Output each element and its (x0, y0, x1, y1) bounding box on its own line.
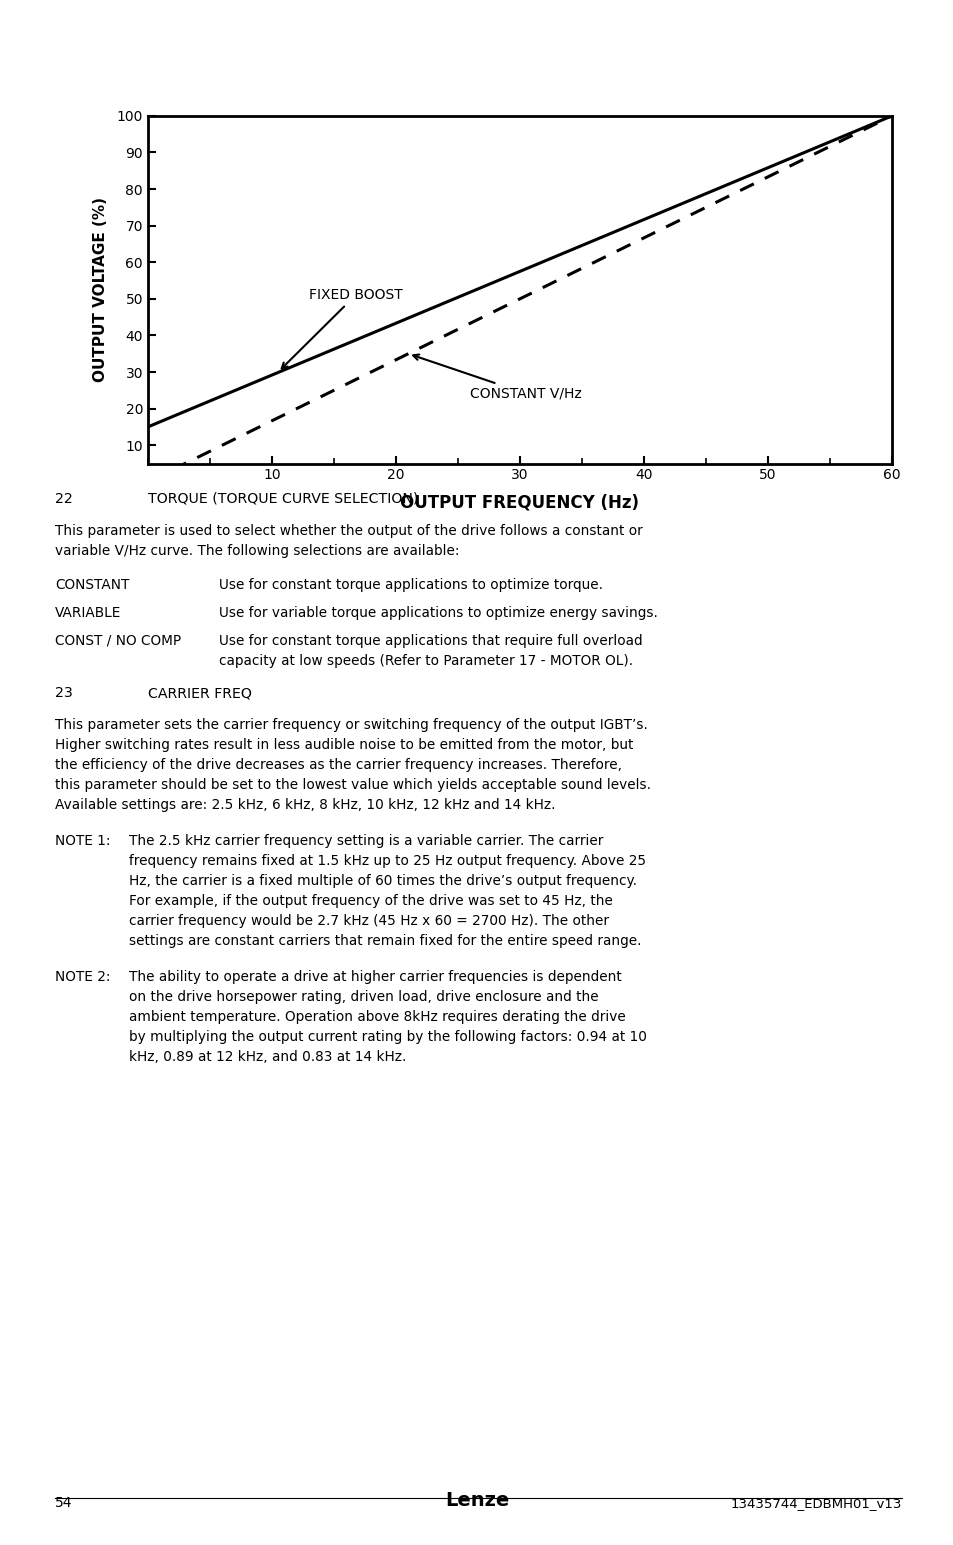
Text: settings are constant carriers that remain fixed for the entire speed range.: settings are constant carriers that rema… (129, 935, 640, 949)
X-axis label: OUTPUT FREQUENCY (Hz): OUTPUT FREQUENCY (Hz) (400, 493, 639, 511)
Text: This parameter is used to select whether the output of the drive follows a const: This parameter is used to select whether… (55, 524, 642, 538)
Text: kHz, 0.89 at 12 kHz, and 0.83 at 14 kHz.: kHz, 0.89 at 12 kHz, and 0.83 at 14 kHz. (129, 1051, 406, 1065)
Text: the efficiency of the drive decreases as the carrier frequency increases. Theref: the efficiency of the drive decreases as… (55, 759, 621, 772)
Text: Higher switching rates result in less audible noise to be emitted from the motor: Higher switching rates result in less au… (55, 739, 633, 752)
Text: This parameter sets the carrier frequency or switching frequency of the output I: This parameter sets the carrier frequenc… (55, 718, 647, 732)
Text: Use for variable torque applications to optimize energy savings.: Use for variable torque applications to … (219, 606, 658, 620)
Text: VARIABLE: VARIABLE (55, 606, 122, 620)
Text: variable V/Hz curve. The following selections are available:: variable V/Hz curve. The following selec… (55, 544, 459, 558)
Text: NOTE 1:: NOTE 1: (55, 834, 111, 848)
Text: For example, if the output frequency of the drive was set to 45 Hz, the: For example, if the output frequency of … (129, 895, 612, 908)
Text: The ability to operate a drive at higher carrier frequencies is dependent: The ability to operate a drive at higher… (129, 970, 621, 984)
Text: Use for constant torque applications to optimize torque.: Use for constant torque applications to … (219, 578, 603, 592)
Text: by multiplying the output current rating by the following factors: 0.94 at 10: by multiplying the output current rating… (129, 1031, 646, 1044)
Text: Available settings are: 2.5 kHz, 6 kHz, 8 kHz, 10 kHz, 12 kHz and 14 kHz.: Available settings are: 2.5 kHz, 6 kHz, … (55, 799, 556, 813)
Text: NOTE 2:: NOTE 2: (55, 970, 111, 984)
Text: FIXED BOOST: FIXED BOOST (281, 287, 402, 368)
Text: 54: 54 (55, 1496, 72, 1509)
Y-axis label: OUTPUT VOLTAGE (%): OUTPUT VOLTAGE (%) (93, 198, 109, 382)
Text: CONST / NO COMP: CONST / NO COMP (55, 633, 181, 647)
Text: Use for constant torque applications that require full overload: Use for constant torque applications tha… (219, 633, 642, 647)
Text: 22: 22 (55, 491, 73, 507)
Text: this parameter should be set to the lowest value which yields acceptable sound l: this parameter should be set to the lowe… (55, 779, 651, 793)
Text: TORQUE (TORQUE CURVE SELECTION): TORQUE (TORQUE CURVE SELECTION) (148, 491, 417, 507)
Text: 13435744_EDBMH01_v13: 13435744_EDBMH01_v13 (729, 1497, 901, 1509)
Text: on the drive horsepower rating, driven load, drive enclosure and the: on the drive horsepower rating, driven l… (129, 990, 598, 1004)
Text: CONSTANT: CONSTANT (55, 578, 130, 592)
Text: capacity at low speeds (Refer to Parameter 17 - MOTOR OL).: capacity at low speeds (Refer to Paramet… (219, 654, 633, 667)
Text: 23: 23 (55, 686, 73, 700)
Text: Lenze: Lenze (444, 1491, 509, 1509)
Text: ambient temperature. Operation above 8kHz requires derating the drive: ambient temperature. Operation above 8kH… (129, 1010, 625, 1024)
Text: frequency remains fixed at 1.5 kHz up to 25 Hz output frequency. Above 25: frequency remains fixed at 1.5 kHz up to… (129, 854, 645, 868)
Text: CARRIER FREQ: CARRIER FREQ (148, 686, 252, 700)
Text: carrier frequency would be 2.7 kHz (45 Hz x 60 = 2700 Hz). The other: carrier frequency would be 2.7 kHz (45 H… (129, 915, 608, 929)
Text: The 2.5 kHz carrier frequency setting is a variable carrier. The carrier: The 2.5 kHz carrier frequency setting is… (129, 834, 602, 848)
Text: Hz, the carrier is a fixed multiple of 60 times the drive’s output frequency.: Hz, the carrier is a fixed multiple of 6… (129, 874, 636, 888)
Text: CONSTANT V/Hz: CONSTANT V/Hz (413, 354, 581, 400)
